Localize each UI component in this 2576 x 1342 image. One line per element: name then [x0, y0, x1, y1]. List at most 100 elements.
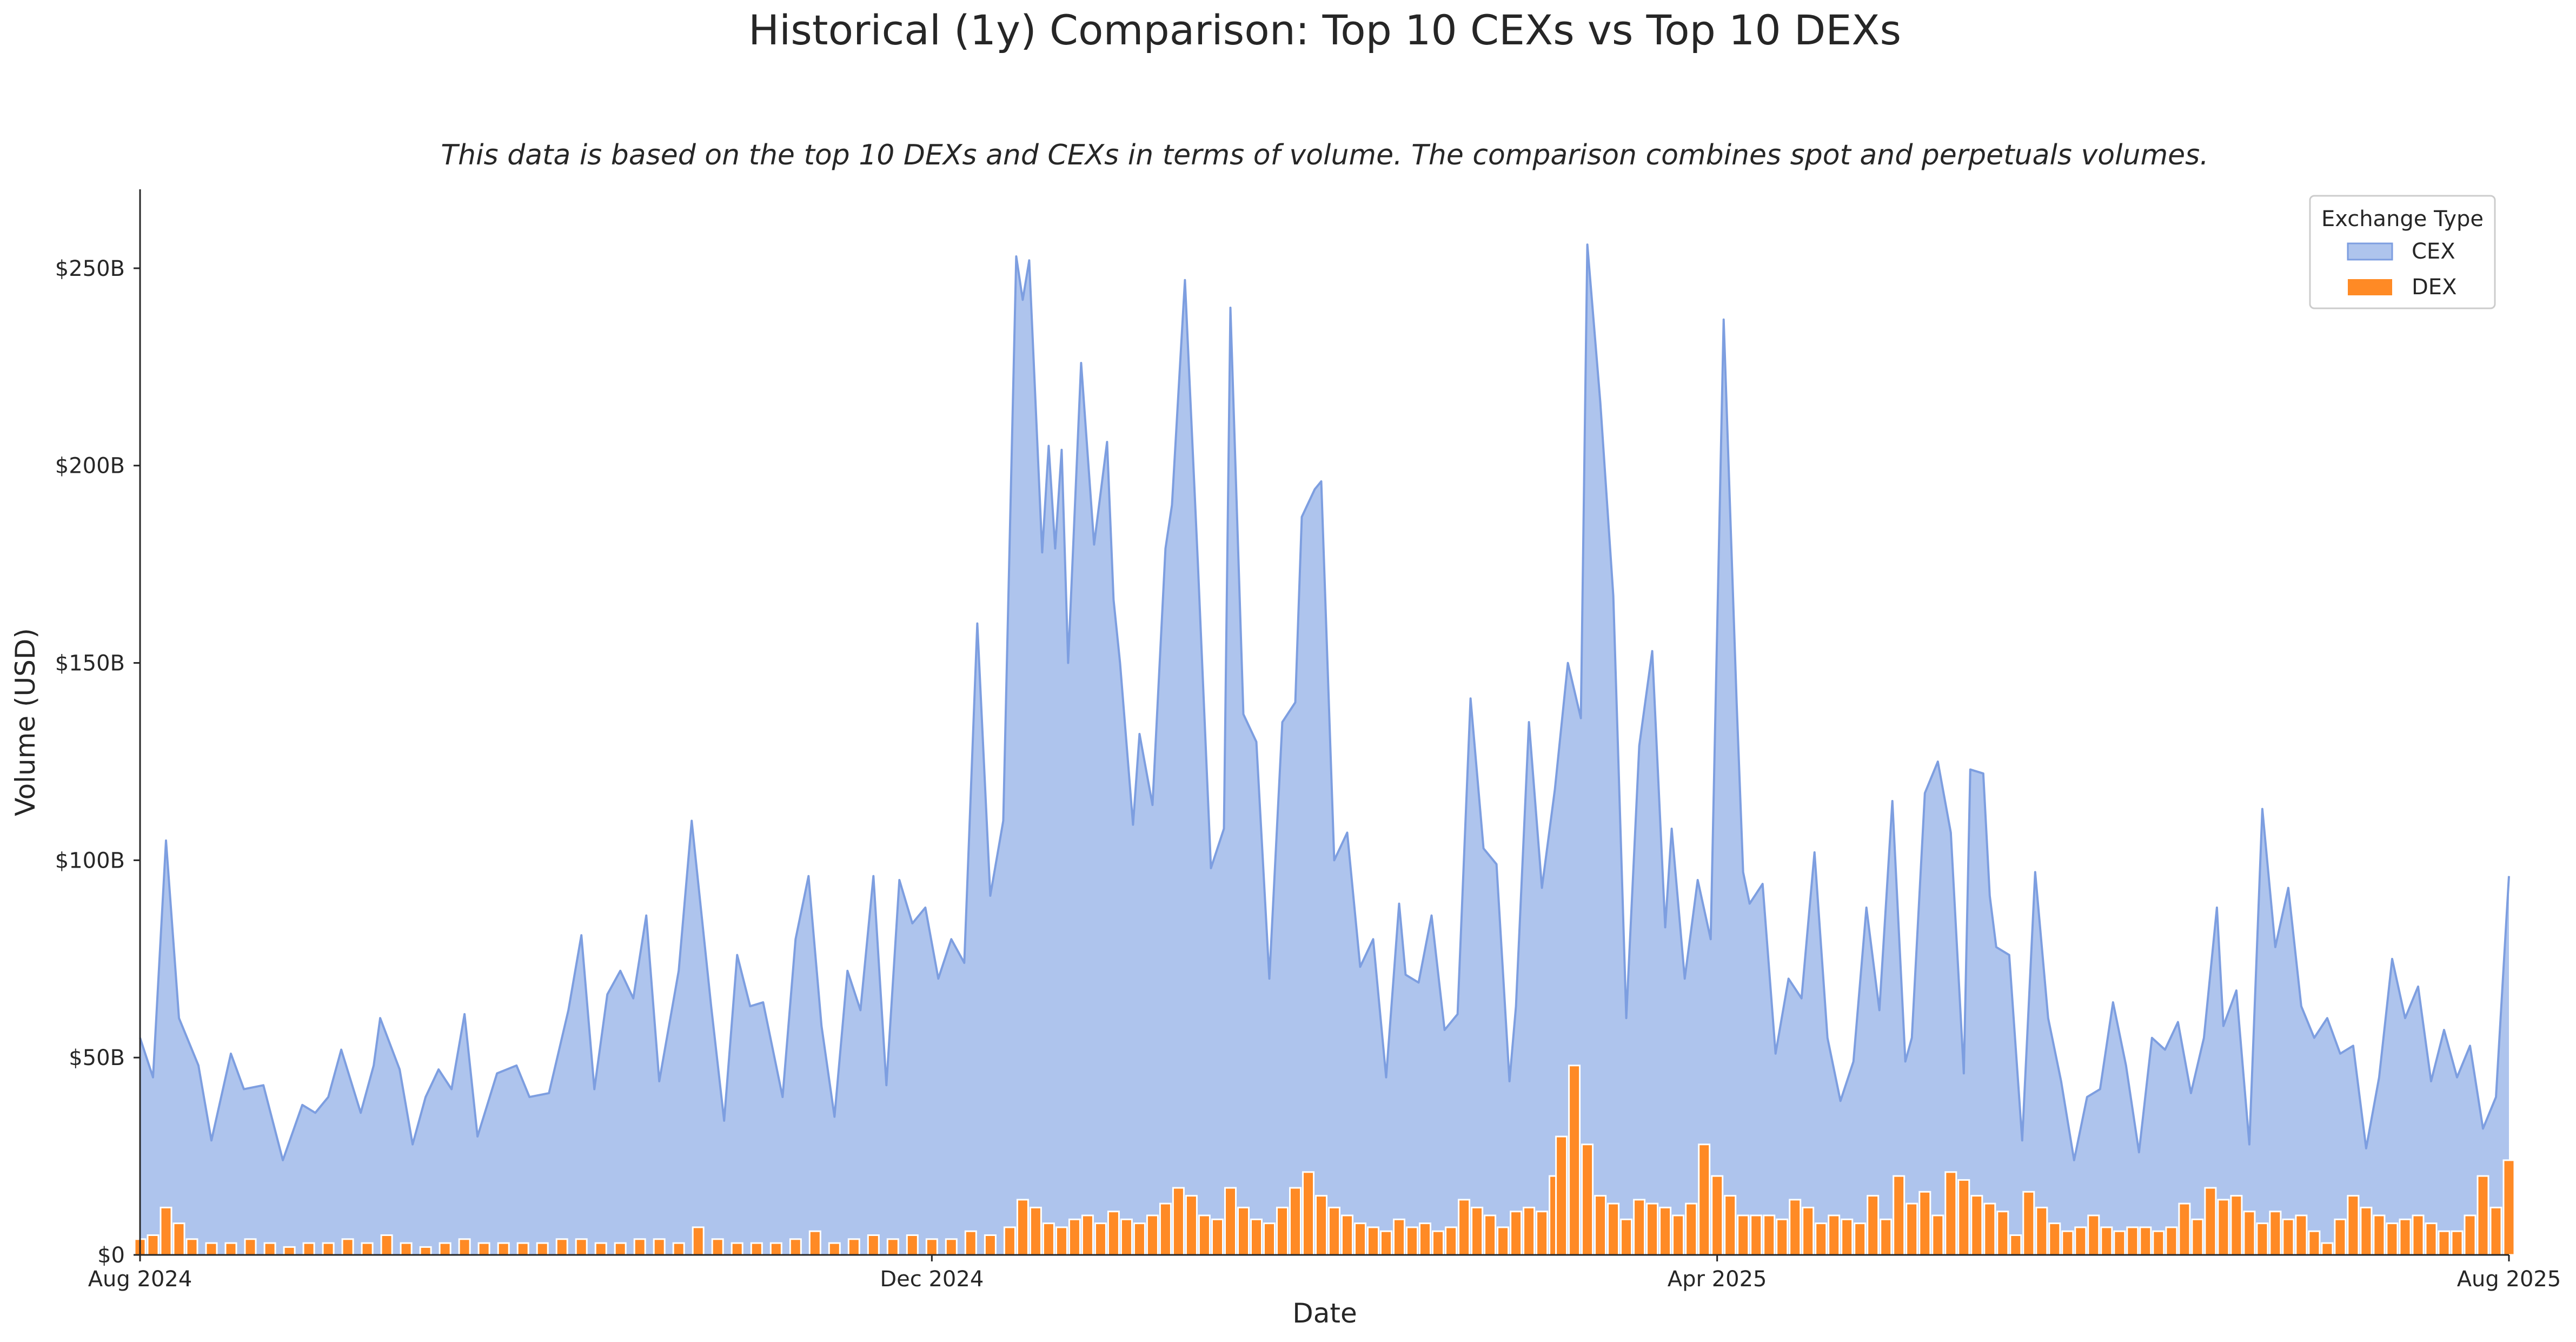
- dex-bar: [633, 1238, 646, 1256]
- dex-bar: [1776, 1218, 1789, 1256]
- dex-bar: [1185, 1195, 1198, 1256]
- dex-bar: [692, 1226, 705, 1256]
- dex-bar: [1620, 1218, 1633, 1256]
- dex-bar: [2386, 1222, 2399, 1256]
- legend-swatch-dex: [2348, 279, 2392, 295]
- dex-bar: [1276, 1206, 1289, 1256]
- dex-bar: [1893, 1175, 1906, 1256]
- dex-bar: [614, 1242, 627, 1256]
- dex-bar: [2035, 1206, 2048, 1256]
- dex-bar: [1419, 1222, 1431, 1256]
- dex-bar: [2464, 1214, 2477, 1256]
- dex-bar: [2373, 1214, 2386, 1256]
- dex-bar: [1263, 1222, 1276, 1256]
- dex-bar: [1918, 1191, 1931, 1256]
- dex-bar: [2009, 1234, 2022, 1256]
- dex-bar: [1711, 1175, 1724, 1256]
- dex-bar: [1931, 1214, 1944, 1256]
- dex-bar: [1354, 1222, 1366, 1256]
- dex-bar: [984, 1234, 997, 1256]
- dex-bar: [1957, 1179, 1970, 1256]
- dex-bar: [2347, 1195, 2360, 1256]
- dex-bar: [1237, 1206, 1250, 1256]
- x-axis-ticks: Aug 2024 Dec 2024 Apr 2025 Aug 2025: [88, 1255, 2561, 1292]
- dex-bar: [2191, 1218, 2204, 1256]
- dex-bar: [1594, 1195, 1607, 1256]
- chart-subtitle: This data is based on the top 10 DEXs an…: [441, 139, 2208, 171]
- dex-bar: [1828, 1214, 1841, 1256]
- cex-area: [140, 244, 2509, 1255]
- dex-bar: [224, 1242, 237, 1256]
- dex-bar: [2295, 1214, 2308, 1256]
- y-tick-label: $200B: [55, 454, 125, 479]
- dex-bar: [2412, 1214, 2425, 1256]
- dex-bar: [1380, 1230, 1392, 1256]
- dex-bar: [575, 1238, 588, 1256]
- dex-bar: [1484, 1214, 1497, 1256]
- dex-bar: [1983, 1202, 1996, 1256]
- dex-bar: [2425, 1222, 2438, 1256]
- dex-bar: [2282, 1218, 2295, 1256]
- dex-bar: [263, 1242, 276, 1256]
- dex-bar: [750, 1242, 763, 1256]
- dex-bar: [1685, 1202, 1698, 1256]
- dex-bar: [2022, 1191, 2035, 1256]
- dex-bar: [1432, 1230, 1444, 1256]
- y-tick-label: $0: [97, 1243, 125, 1268]
- dex-bar: [2256, 1222, 2269, 1256]
- dex-bar: [244, 1238, 257, 1256]
- dex-bar: [1536, 1211, 1549, 1256]
- dex-bar: [1880, 1218, 1893, 1256]
- dex-bar: [2165, 1226, 2178, 1256]
- dex-bar: [2489, 1206, 2502, 1256]
- dex-bar: [2139, 1226, 2152, 1256]
- dex-bar: [828, 1242, 841, 1256]
- legend-swatch-cex: [2347, 242, 2393, 261]
- dex-bar: [1854, 1222, 1867, 1256]
- dex-bar: [1211, 1218, 1224, 1256]
- dex-bar: [341, 1238, 354, 1256]
- dex-bar: [1672, 1214, 1685, 1256]
- dex-bar: [1523, 1206, 1536, 1256]
- dex-bar: [555, 1238, 568, 1256]
- dex-bar: [1802, 1206, 1815, 1256]
- dex-bar: [1906, 1202, 1918, 1256]
- dex-bar: [497, 1242, 510, 1256]
- dex-bar: [2087, 1214, 2100, 1256]
- cex-line: [139, 243, 2510, 1161]
- dex-bar: [2048, 1222, 2061, 1256]
- dex-bar: [1146, 1214, 1159, 1256]
- dex-bar: [1996, 1211, 2009, 1256]
- dex-bar: [1094, 1222, 1107, 1256]
- dex-bar: [400, 1242, 413, 1256]
- dex-bar: [205, 1242, 218, 1256]
- dex-bar: [1133, 1222, 1146, 1256]
- dex-bar: [2126, 1226, 2139, 1256]
- dex-bar: [1107, 1211, 1120, 1256]
- dex-bar: [322, 1242, 335, 1256]
- dex-bar: [439, 1242, 452, 1256]
- dex-bar: [2074, 1226, 2087, 1256]
- dex-bar: [1315, 1195, 1327, 1256]
- dex-bar: [2100, 1226, 2113, 1256]
- dex-bar: [2061, 1230, 2074, 1256]
- dex-bar: [419, 1246, 432, 1256]
- dex-bar: [2230, 1195, 2243, 1256]
- dex-bar: [847, 1238, 860, 1256]
- dex-bar: [536, 1242, 549, 1256]
- dex-bar: [1471, 1206, 1484, 1256]
- dex-bar: [1081, 1214, 1094, 1256]
- dex-bar: [1867, 1195, 1880, 1256]
- y-axis-ticks: $0 $50B $100B $150B $200B $250B: [55, 256, 140, 1268]
- dex-bar: [808, 1230, 821, 1256]
- dex-bar: [2152, 1230, 2165, 1256]
- dex-bar: [185, 1238, 198, 1256]
- dex-bar: [516, 1242, 529, 1256]
- dex-bar: [1393, 1218, 1405, 1256]
- dex-bar: [1698, 1143, 1711, 1256]
- dex-bar: [731, 1242, 743, 1256]
- dex-bar: [2113, 1230, 2126, 1256]
- dex-bar: [1445, 1226, 1458, 1256]
- x-tick-label: Aug 2024: [88, 1267, 192, 1292]
- dex-bar: [1789, 1199, 1802, 1256]
